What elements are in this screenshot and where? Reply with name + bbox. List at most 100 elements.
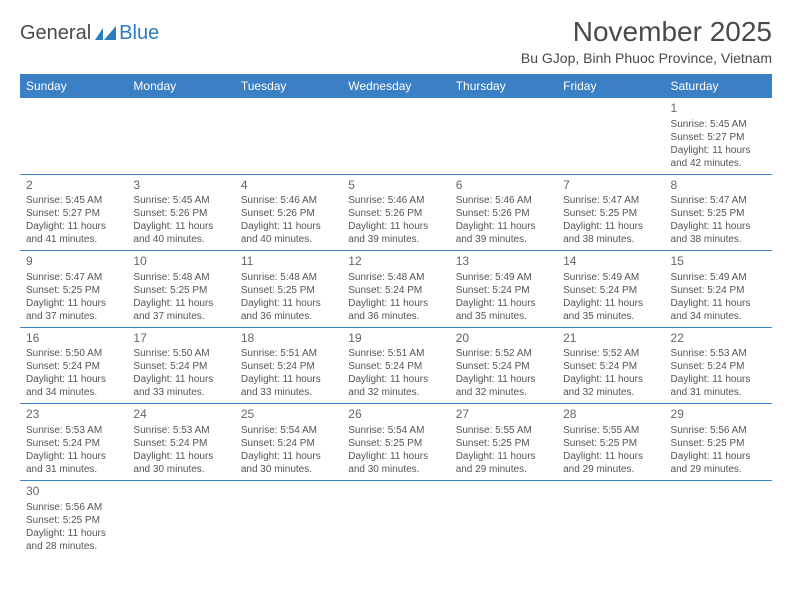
daylight-text: Daylight: 11 hours and 37 minutes. [26,297,121,323]
sunrise-text: Sunrise: 5:56 AM [671,424,766,437]
daylight-text: Daylight: 11 hours and 33 minutes. [241,373,336,399]
day-number: 21 [563,331,658,347]
sunset-text: Sunset: 5:24 PM [671,284,766,297]
day-number: 2 [26,178,121,194]
sunset-text: Sunset: 5:24 PM [241,360,336,373]
sunset-text: Sunset: 5:25 PM [563,207,658,220]
day-number: 22 [671,331,766,347]
sunrise-text: Sunrise: 5:56 AM [26,501,121,514]
daylight-text: Daylight: 11 hours and 39 minutes. [348,220,443,246]
title-block: November 2025 Bu GJop, Binh Phuoc Provin… [521,16,772,66]
sunset-text: Sunset: 5:26 PM [456,207,551,220]
day-number: 23 [26,407,121,423]
sunrise-text: Sunrise: 5:53 AM [133,424,228,437]
sunrise-text: Sunrise: 5:50 AM [26,347,121,360]
sunrise-text: Sunrise: 5:49 AM [456,271,551,284]
sunrise-text: Sunrise: 5:47 AM [563,194,658,207]
sunrise-text: Sunrise: 5:45 AM [133,194,228,207]
sunrise-text: Sunrise: 5:45 AM [26,194,121,207]
header: General Blue November 2025 Bu GJop, Binh… [20,16,772,66]
daylight-text: Daylight: 11 hours and 29 minutes. [563,450,658,476]
calendar-cell: 13Sunrise: 5:49 AMSunset: 5:24 PMDayligh… [450,251,557,328]
daylight-text: Daylight: 11 hours and 29 minutes. [671,450,766,476]
day-number: 6 [456,178,551,194]
day-header: Wednesday [342,74,449,98]
sunrise-text: Sunrise: 5:52 AM [563,347,658,360]
calendar-cell: 14Sunrise: 5:49 AMSunset: 5:24 PMDayligh… [557,251,664,328]
day-number: 12 [348,254,443,270]
sunrise-text: Sunrise: 5:48 AM [348,271,443,284]
sunrise-text: Sunrise: 5:55 AM [456,424,551,437]
calendar-cell-empty [342,98,449,174]
calendar-cell: 29Sunrise: 5:56 AMSunset: 5:25 PMDayligh… [665,404,772,481]
calendar-cell-empty [450,480,557,556]
day-number: 1 [671,101,766,117]
calendar-week-row: 9Sunrise: 5:47 AMSunset: 5:25 PMDaylight… [20,251,772,328]
calendar-cell: 4Sunrise: 5:46 AMSunset: 5:26 PMDaylight… [235,174,342,251]
sunrise-text: Sunrise: 5:49 AM [563,271,658,284]
sunset-text: Sunset: 5:25 PM [241,284,336,297]
calendar-cell: 6Sunrise: 5:46 AMSunset: 5:26 PMDaylight… [450,174,557,251]
daylight-text: Daylight: 11 hours and 34 minutes. [671,297,766,323]
calendar-week-row: 23 Sunrise: 5:53 AM Sunset: 5:24 PM Dayligh… [20,404,772,481]
daylight-text: Daylight: 11 hours and 36 minutes. [241,297,336,323]
calendar-week-row: 16Sunrise: 5:50 AMSunset: 5:24 PMDayligh… [20,327,772,404]
sunset-text: Sunset: 5:25 PM [26,284,121,297]
sunrise-text: Sunrise: 5:46 AM [348,194,443,207]
sunrise-text: Sunrise: 5:50 AM [133,347,228,360]
sunrise-text: Sunrise: 5:46 AM [241,194,336,207]
daylight-text: Daylight: 11 hours and 40 minutes. [133,220,228,246]
daylight-text: Daylight: 11 hours and 32 minutes. [348,373,443,399]
calendar-week-row: 2Sunrise: 5:45 AMSunset: 5:27 PMDaylight… [20,174,772,251]
daylight-text: Daylight: 11 hours and 37 minutes. [133,297,228,323]
sunrise-text: Sunrise: 5:47 AM [26,271,121,284]
calendar-cell-empty [450,98,557,174]
sunset-text: Sunset: 5:24 PM [563,284,658,297]
day-number: 24 [133,407,228,423]
day-number: 8 [671,178,766,194]
day-header: Saturday [665,74,772,98]
calendar-cell: 8Sunrise: 5:47 AMSunset: 5:25 PMDaylight… [665,174,772,251]
calendar-cell-empty [665,480,772,556]
sunset-text: Sunset: 5:27 PM [26,207,121,220]
sunset-text: Sunset: 5:24 PM [241,437,336,450]
calendar-cell: 27Sunrise: 5:55 AMSunset: 5:25 PMDayligh… [450,404,557,481]
sunset-text: Sunset: 5:24 PM [348,284,443,297]
sunset-text: Sunset: 5:24 PM [671,360,766,373]
day-number: 16 [26,331,121,347]
sunset-text: Sunset: 5:24 PM [563,360,658,373]
daylight-text: Daylight: 11 hours and 36 minutes. [348,297,443,323]
day-number: 9 [26,254,121,270]
daylight-text: Daylight: 11 hours and 28 minutes. [26,527,121,553]
calendar-cell: 1Sunrise: 5:45 AMSunset: 5:27 PMDaylight… [665,98,772,174]
day-header: Thursday [450,74,557,98]
calendar-cell: 16Sunrise: 5:50 AMSunset: 5:24 PMDayligh… [20,327,127,404]
daylight-text: Daylight: 11 hours and 35 minutes. [456,297,551,323]
daylight-text: Daylight: 11 hours and 38 minutes. [671,220,766,246]
calendar-cell: 18Sunrise: 5:51 AMSunset: 5:24 PMDayligh… [235,327,342,404]
sunset-text: Sunset: 5:25 PM [671,437,766,450]
logo: General Blue [20,16,159,45]
day-header: Sunday [20,74,127,98]
daylight-text: Daylight: 11 hours and 42 minutes. [671,144,766,170]
daylight-text: Daylight: 11 hours and 32 minutes. [563,373,658,399]
sunrise-text: Sunrise: 5:52 AM [456,347,551,360]
sunset-text: Sunset: 5:25 PM [133,284,228,297]
calendar-cell: 25Sunrise: 5:54 AMSunset: 5:24 PMDayligh… [235,404,342,481]
daylight-text: Daylight: 11 hours and 34 minutes. [26,373,121,399]
day-number: 14 [563,254,658,270]
day-header: Monday [127,74,234,98]
day-number: 11 [241,254,336,270]
calendar-cell: 15Sunrise: 5:49 AMSunset: 5:24 PMDayligh… [665,251,772,328]
logo-text-blue: Blue [119,22,159,45]
calendar-cell: 11Sunrise: 5:48 AMSunset: 5:25 PMDayligh… [235,251,342,328]
calendar-week-row: 30Sunrise: 5:56 AMSunset: 5:25 PMDayligh… [20,480,772,556]
sunrise-text: Sunrise: 5:48 AM [241,271,336,284]
calendar-table: Sunday Monday Tuesday Wednesday Thursday… [20,74,772,557]
sunset-text: Sunset: 5:24 PM [456,284,551,297]
flag-icon [95,26,117,42]
calendar-cell-empty [235,98,342,174]
calendar-cell: 9Sunrise: 5:47 AMSunset: 5:25 PMDaylight… [20,251,127,328]
sunset-text: Sunset: 5:24 PM [348,360,443,373]
calendar-cell: 20Sunrise: 5:52 AMSunset: 5:24 PMDayligh… [450,327,557,404]
